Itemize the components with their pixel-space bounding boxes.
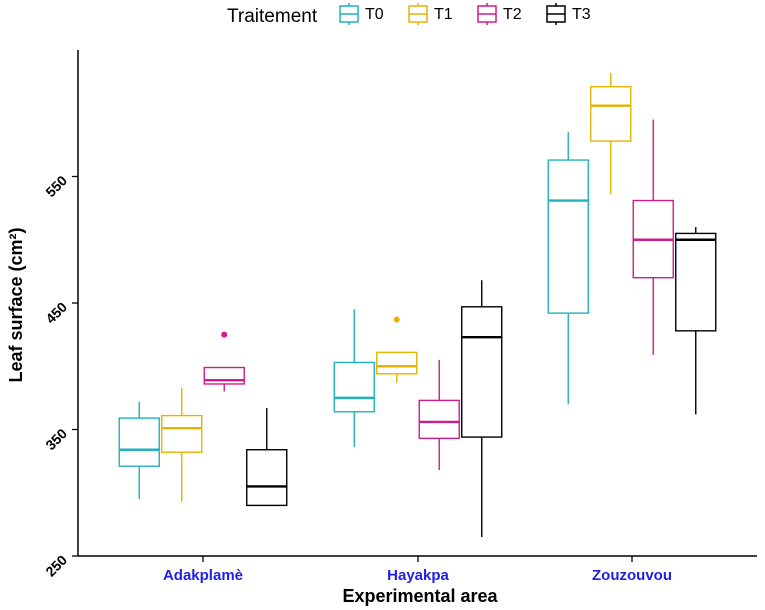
- legend-title: Traitement: [227, 6, 318, 27]
- box-t2: [203, 331, 245, 392]
- box-body: [547, 159, 589, 314]
- box-t2: [418, 359, 460, 470]
- box-group-0: [118, 331, 288, 507]
- legend-label: T0: [365, 6, 384, 23]
- box-t3: [461, 280, 503, 538]
- box-body: [675, 232, 717, 332]
- box-body: [461, 306, 503, 438]
- box-t0: [118, 401, 160, 500]
- box-body: [203, 366, 245, 385]
- legend-item-t2: T2: [477, 3, 522, 25]
- box-t1: [161, 387, 203, 502]
- box-body: [376, 351, 418, 375]
- x-tick-label: Zouzouvou: [592, 567, 672, 584]
- y-tick-label: 550: [42, 172, 70, 200]
- box-t0: [333, 309, 375, 448]
- legend-item-t3: T3: [546, 3, 591, 25]
- y-tick-label: 250: [42, 552, 70, 580]
- outlier-point: [221, 331, 228, 338]
- y-axis-title: Leaf surface (cm²): [6, 227, 26, 382]
- box-group-1: [333, 280, 503, 538]
- legend-label: T2: [503, 6, 522, 23]
- x-tick-label: Adakplamè: [163, 567, 243, 584]
- box-t1: [376, 316, 418, 383]
- box-body: [333, 361, 375, 413]
- legend: Traitement T0 T1 T2 T3: [227, 3, 591, 27]
- box-t1: [590, 72, 632, 195]
- box-groups: [118, 72, 717, 538]
- box-body: [590, 85, 632, 142]
- box-t2: [632, 119, 674, 355]
- x-axis-title: Experimental area: [342, 586, 498, 606]
- box-body: [161, 414, 203, 453]
- legend-item-t1: T1: [408, 3, 453, 25]
- legend-label: T1: [434, 6, 453, 23]
- box-t3: [246, 407, 288, 507]
- box-body: [418, 399, 460, 440]
- box-t3: [675, 227, 717, 415]
- outlier-point: [393, 316, 400, 323]
- y-tick-label: 350: [42, 425, 70, 453]
- x-tick-label: Hayakpa: [387, 567, 449, 584]
- box-body: [118, 417, 160, 467]
- y-axis: 250 350 450 550: [42, 50, 79, 580]
- box-t0: [547, 132, 589, 405]
- legend-label: T3: [572, 6, 591, 23]
- x-axis: Adakplamè Hayakpa Zouzouvou: [78, 555, 757, 584]
- box-group-2: [547, 72, 717, 415]
- y-tick-label: 450: [42, 299, 70, 327]
- plot-area: 250 350 450 550 Adakplamè Hayakpa Zouzouvou: [42, 50, 757, 584]
- box-body: [246, 449, 288, 507]
- legend-item-t0: T0: [339, 3, 384, 25]
